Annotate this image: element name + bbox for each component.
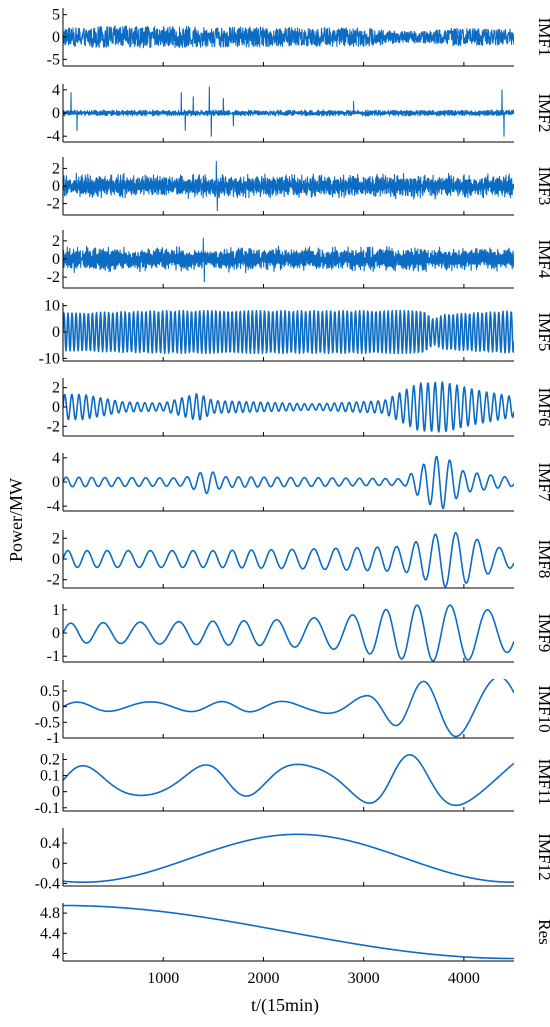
series-line-res <box>63 904 514 960</box>
panel-label-imf7: IMF7 <box>535 463 550 502</box>
y-tick-label-imf9: 1 <box>52 602 60 619</box>
panel-label-imf10: IMF10 <box>535 685 550 732</box>
y-tick-label-imf7: 0 <box>52 474 60 491</box>
y-tick-label-imf8: 2 <box>52 530 60 547</box>
series-line-imf12 <box>63 833 514 883</box>
y-tick-label-imf3: 0 <box>52 178 60 195</box>
panel-imf12: 0.4 0 -0.4 IMF12 <box>35 828 550 892</box>
y-tick-label-imf11: 0.2 <box>40 751 60 768</box>
y-tick-label-imf10: -1 <box>47 730 60 747</box>
y-tick-label-res: 4.4 <box>40 925 60 942</box>
panel-label-imf4: IMF4 <box>535 240 550 279</box>
x-axis-label: t/(15min) <box>251 995 319 1016</box>
panel-label-imf12: IMF12 <box>535 833 550 880</box>
panel-label-imf8: IMF8 <box>535 540 550 579</box>
x-tick-label: 1000 <box>147 970 179 987</box>
panel-imf10: 0.50-0.5-1 IMF10 <box>35 679 550 747</box>
panel-label-imf2: IMF2 <box>535 94 550 133</box>
panel-imf9: 1 0 -1 IMF9 <box>47 602 550 665</box>
series-line-imf9 <box>63 604 514 662</box>
series-line-imf6 <box>63 381 514 433</box>
panel-label-imf9: IMF9 <box>535 614 550 653</box>
x-tick-label: 3000 <box>348 970 380 987</box>
series-line-imf3 <box>63 160 514 212</box>
y-tick-label-imf1: 0 <box>52 29 60 46</box>
y-tick-label-imf4: 2 <box>52 233 60 250</box>
y-tick-label-imf2: -4 <box>47 128 60 145</box>
series-line-imf1 <box>63 25 514 49</box>
panel-imf7: 4 0 -4 IMF7 <box>47 450 550 515</box>
y-axis-label: Power/MW <box>6 478 26 562</box>
y-tick-label-imf1: 5 <box>52 7 60 24</box>
y-tick-label-res: 4 <box>52 945 60 962</box>
y-tick-label-imf10: 0.5 <box>40 683 60 700</box>
panel-label-res: Res <box>535 919 550 945</box>
y-tick-label-imf2: 4 <box>52 82 60 99</box>
y-tick-label-imf8: -2 <box>47 572 60 589</box>
panel-res: 4.8 4.4 4 Res 1000 2000 3000 4000 <box>40 903 550 987</box>
y-tick-label-imf6: -2 <box>47 418 60 435</box>
y-tick-label-imf6: 2 <box>52 380 60 397</box>
y-tick-label-imf11: 0 <box>52 784 60 801</box>
panel-imf1: 5 0 -5 IMF1 <box>47 7 550 69</box>
y-tick-label-imf7: -4 <box>47 498 60 515</box>
y-tick-label-imf10: 0 <box>52 699 60 716</box>
series-line-imf11 <box>63 754 514 807</box>
panel-imf3: 20-2 IMF3 <box>47 157 550 216</box>
panel-label-imf6: IMF6 <box>535 388 550 427</box>
y-tick-label-imf9: -1 <box>47 648 60 665</box>
y-tick-label-imf8: 0 <box>52 551 60 568</box>
y-tick-label-imf5: 0 <box>52 324 60 341</box>
y-tick-label-imf5: -10 <box>39 350 60 367</box>
panel-label-imf11: IMF11 <box>535 759 550 806</box>
y-tick-label-imf3: -2 <box>47 196 60 213</box>
y-tick-label-imf7: 4 <box>52 450 60 467</box>
y-tick-label-res: 4.8 <box>40 905 60 922</box>
series-line-imf4 <box>63 237 514 283</box>
series-line-imf5 <box>63 309 514 355</box>
y-tick-label-imf1: -5 <box>47 51 60 68</box>
panel-label-imf1: IMF1 <box>535 18 550 57</box>
panel-imf11: 0.20.10-0.1 IMF11 <box>35 751 550 816</box>
y-tick-label-imf9: 0 <box>52 625 60 642</box>
panel-imf2: 4 0 -4 IMF2 <box>47 82 550 145</box>
y-tick-label-imf4: -2 <box>47 269 60 286</box>
series-line-imf10 <box>63 679 514 738</box>
panel-imf8: 2 0 -2 IMF8 <box>47 530 550 589</box>
y-tick-label-imf12: -0.4 <box>35 875 60 892</box>
y-tick-label-imf10: -0.5 <box>35 714 60 731</box>
y-tick-label-imf6: 0 <box>52 399 60 416</box>
series-line-imf2 <box>63 86 514 137</box>
panel-imf5: 10 0 -10 IMF5 <box>39 298 550 368</box>
x-tick-label: 4000 <box>448 970 480 987</box>
x-tick-label: 2000 <box>247 970 279 987</box>
y-tick-label-imf3: 2 <box>52 160 60 177</box>
y-tick-label-imf5: 10 <box>44 298 60 315</box>
panel-imf4: 20-2 IMF4 <box>47 230 550 289</box>
series-line-imf8 <box>63 531 514 588</box>
panel-label-imf5: IMF5 <box>535 313 550 352</box>
y-tick-label-imf11: -0.1 <box>35 800 60 817</box>
y-tick-label-imf12: 0.4 <box>40 835 60 852</box>
y-tick-label-imf12: 0 <box>52 855 60 872</box>
panel-label-imf3: IMF3 <box>535 167 550 206</box>
y-tick-label-imf4: 0 <box>52 251 60 268</box>
y-tick-label-imf11: 0.1 <box>40 768 60 785</box>
series-line-imf7 <box>63 455 514 510</box>
panel-imf6: 2 0 -2 IMF6 <box>47 378 550 437</box>
y-tick-label-imf2: 0 <box>52 105 60 122</box>
